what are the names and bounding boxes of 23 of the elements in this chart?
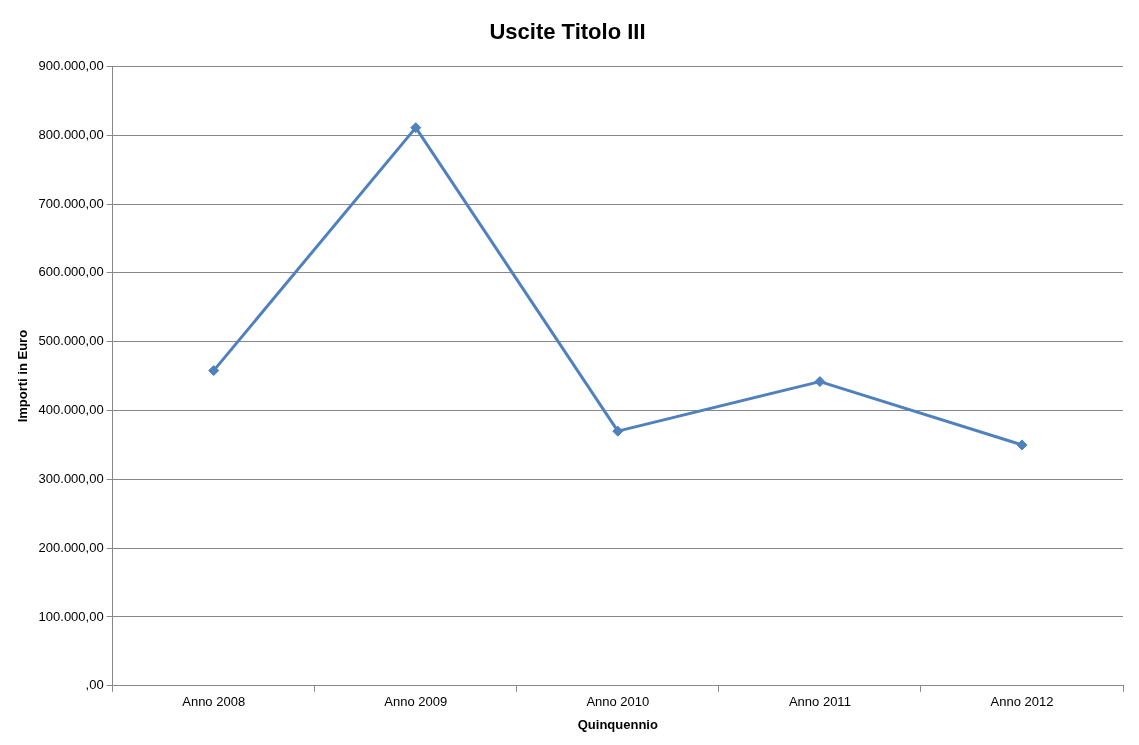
y-tick-label: 600.000,00 — [38, 264, 104, 280]
y-tick-label: 700.000,00 — [38, 195, 104, 211]
point — [410, 122, 422, 134]
y-tick-label: 500.000,00 — [38, 333, 104, 349]
point — [612, 425, 624, 437]
x-tick-label: Anno 2010 — [586, 694, 650, 710]
x-tick-label: Anno 2012 — [990, 694, 1054, 710]
point — [814, 376, 826, 388]
y-tick-label: 400.000,00 — [38, 402, 104, 418]
y-tick-label: 300.000,00 — [38, 470, 104, 486]
y-tick-label: ,00 — [85, 677, 104, 693]
x-tick-label: Anno 2008 — [182, 694, 246, 710]
point — [1016, 439, 1028, 451]
chart-title: Uscite Titolo III — [489, 19, 646, 45]
y-tick-label: 100.000,00 — [38, 608, 104, 624]
x-tick-label: Anno 2011 — [788, 694, 851, 710]
y-tick-label: 800.000,00 — [38, 126, 104, 142]
point — [208, 365, 220, 377]
x-tick-label: Anno 2009 — [384, 694, 448, 710]
x-axis-title: Quinquennio — [577, 716, 658, 732]
y-tick-label: 200.000,00 — [38, 539, 104, 555]
y-tick-label: 900.000,00 — [38, 57, 104, 73]
y-axis-title: Importi in Euro — [15, 329, 31, 423]
